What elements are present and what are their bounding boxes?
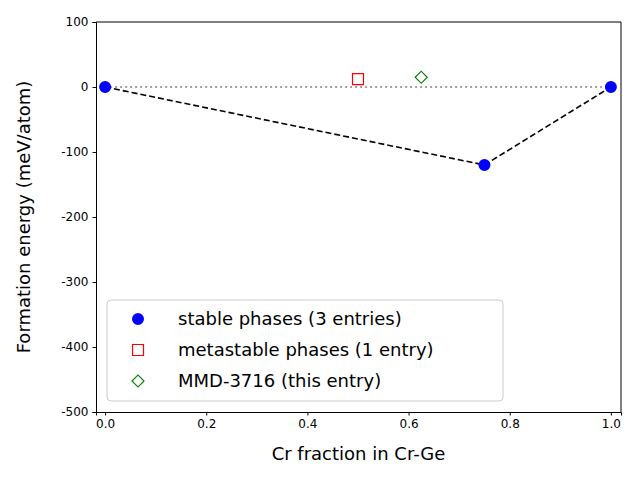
x-tick: 0.4 (298, 412, 317, 431)
y-tick-label: -200 (61, 210, 88, 224)
x-tick: 0.8 (501, 412, 520, 431)
x-tick: 0.2 (197, 412, 216, 431)
x-tick-label: 0.6 (400, 417, 419, 431)
x-tick-label: 0.4 (298, 417, 317, 431)
y-tick-label: 100 (66, 15, 89, 29)
point (352, 74, 363, 85)
y-tick: 0 (81, 80, 96, 94)
legend-marker (133, 345, 144, 356)
point (99, 81, 111, 93)
y-tick-mark (93, 152, 97, 153)
line (105, 87, 611, 165)
y-tick-label: 0 (81, 80, 89, 94)
x-tick-mark (611, 412, 612, 416)
y-tick-mark (93, 87, 97, 88)
x-tick: 1.0 (602, 412, 621, 431)
x-axis: 0.0 0.2 0.4 0.6 0.8 1.0 (96, 412, 621, 431)
y-tick-label: -500 (61, 405, 88, 419)
x-tick-mark (307, 412, 308, 416)
legend-box (107, 300, 503, 401)
x-tick-label: 0.8 (501, 417, 520, 431)
frame-top (96, 22, 621, 23)
y-tick: -100 (61, 145, 96, 159)
y-tick: -300 (61, 275, 96, 289)
legend-label: metastable phases (1 entry) (178, 339, 434, 360)
y-tick-label: -400 (61, 340, 88, 354)
data-area (99, 71, 617, 171)
y-tick-label: -100 (61, 145, 88, 159)
chart: 0.0 0.2 0.4 0.6 0.8 1.0 -500 -400 -300 -200 -100 0 1… (0, 0, 640, 480)
y-tick-mark (93, 22, 97, 23)
legend-marker (132, 375, 144, 387)
y-tick: -200 (61, 210, 96, 224)
y-tick-label: -300 (61, 275, 88, 289)
plot: 0.0 0.2 0.4 0.6 0.8 1.0 -500 -400 -300 -200 -100 0 1… (61, 15, 621, 431)
x-tick: 0.0 (96, 412, 115, 431)
legend-marker (132, 313, 144, 325)
y-axis-title: Formation energy (meV/atom) (13, 81, 34, 354)
y-axis: -500 -400 -300 -200 -100 0 100 (61, 15, 96, 419)
frame-right (621, 22, 622, 412)
x-tick-mark (409, 412, 410, 416)
x-tick-mark (510, 412, 511, 416)
point (478, 159, 490, 171)
x-axis-line (97, 413, 622, 416)
point (605, 81, 617, 93)
x-axis-title: Cr fraction in Cr-Ge (272, 443, 446, 464)
y-tick: 100 (66, 15, 96, 29)
x-tick-mark (105, 412, 106, 416)
y-tick-mark (93, 282, 97, 283)
legend: stable phases (3 entries) metastable phas… (107, 300, 503, 401)
legend-label: MMD-3716 (this entry) (178, 370, 381, 391)
y-tick: -400 (61, 340, 96, 354)
point (415, 71, 427, 83)
x-tick-label: 0.0 (96, 417, 115, 431)
y-tick-mark (93, 347, 97, 348)
y-tick: -500 (61, 405, 96, 419)
x-tick-label: 1.0 (602, 417, 621, 431)
line (105, 86, 611, 88)
legend-label: stable phases (3 entries) (178, 308, 402, 329)
y-tick-mark (93, 412, 97, 413)
y-axis-line (93, 23, 97, 413)
x-tick: 0.6 (400, 412, 419, 431)
x-tick-label: 0.2 (197, 417, 216, 431)
y-tick-mark (93, 217, 97, 218)
x-tick-mark (206, 412, 207, 416)
